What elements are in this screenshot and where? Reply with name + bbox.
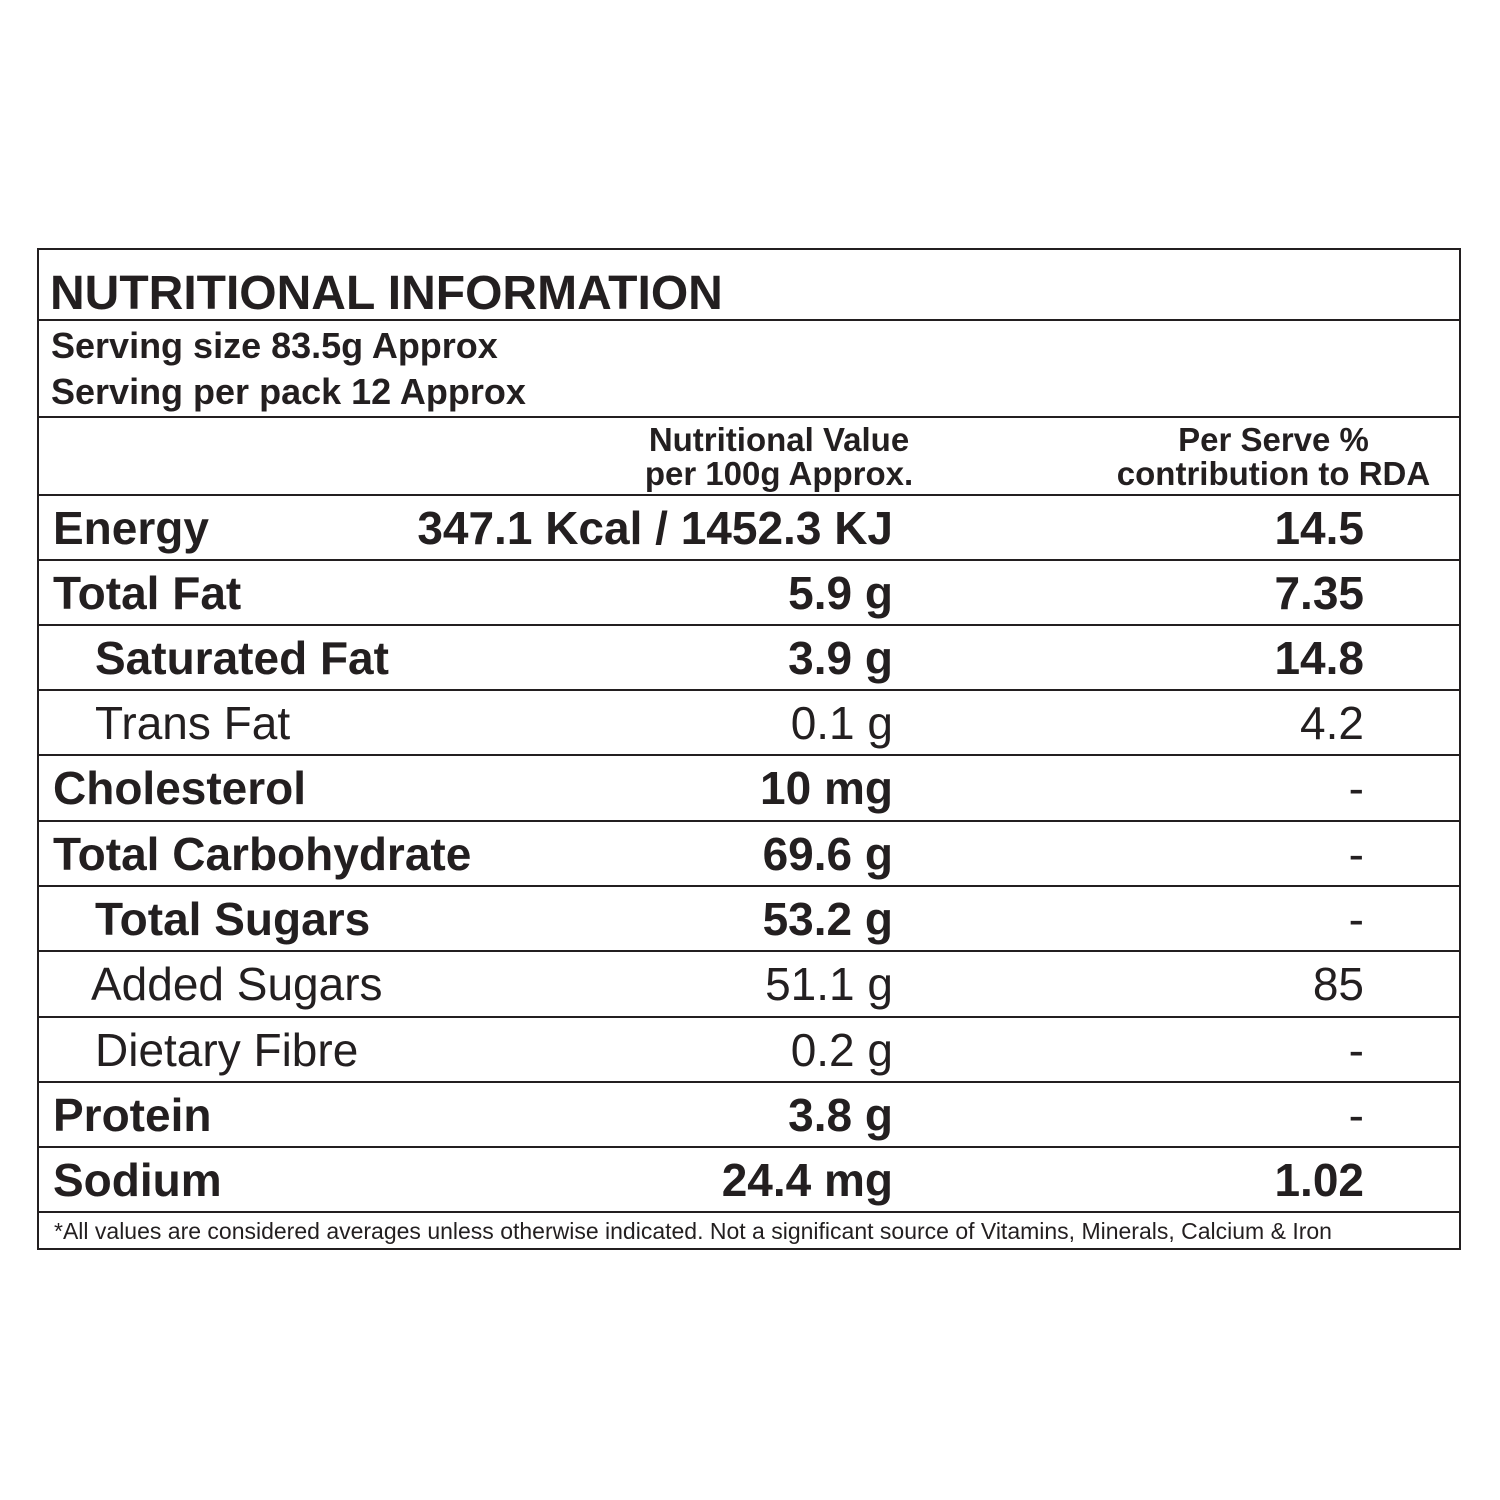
row-label: Protein <box>53 1089 212 1141</box>
divider <box>39 494 1459 496</box>
row-rda: 4.2 <box>1300 697 1364 749</box>
table-row: Total Sugars 53.2 g - <box>39 886 1459 951</box>
divider <box>39 1211 1459 1213</box>
divider <box>39 319 1459 321</box>
row-rda: - <box>1348 828 1364 880</box>
row-label: Total Fat <box>53 567 242 619</box>
serving-size: Serving size 83.5g Approx <box>51 325 498 366</box>
divider <box>39 950 1459 952</box>
value-column-header-line2: per 100g Approx. <box>644 455 914 492</box>
table-row: Total Carbohydrate 69.6 g - <box>39 821 1459 886</box>
value-column-header: Nutritional Value per 100g Approx. <box>619 423 939 491</box>
row-value: 347.1 Kcal / 1452.3 KJ <box>417 502 893 554</box>
row-value: 24.4 mg <box>721 1154 893 1206</box>
table-row: Total Fat 5.9 g 7.35 <box>39 560 1459 625</box>
divider <box>39 754 1459 756</box>
row-rda: - <box>1348 893 1364 945</box>
nutrition-table: NUTRITIONAL INFORMATION Serving size 83.… <box>37 248 1461 1250</box>
row-rda: 85 <box>1312 958 1364 1010</box>
row-label: Saturated Fat <box>95 632 389 684</box>
row-rda: - <box>1348 1089 1364 1141</box>
value-column-header-line1: Nutritional Value <box>648 421 910 458</box>
row-label: Sodium <box>53 1154 222 1206</box>
table-row: Cholesterol 10 mg - <box>39 755 1459 820</box>
row-value: 51.1 g <box>765 958 893 1010</box>
row-value: 3.8 g <box>788 1089 893 1141</box>
row-value: 3.9 g <box>788 632 893 684</box>
table-row: Dietary Fibre 0.2 g - <box>39 1017 1459 1082</box>
row-value: 10 mg <box>760 762 893 814</box>
row-label: Energy <box>53 502 209 554</box>
table-row: Sodium 24.4 mg 1.02 <box>39 1147 1459 1212</box>
row-value: 0.2 g <box>790 1024 893 1076</box>
table-title: NUTRITIONAL INFORMATION <box>50 267 723 320</box>
row-rda: 14.5 <box>1274 502 1364 554</box>
footnote: *All values are considered averages unle… <box>54 1218 1332 1244</box>
row-value: 53.2 g <box>762 893 893 945</box>
row-value: 0.1 g <box>790 697 893 749</box>
row-label: Dietary Fibre <box>95 1024 359 1076</box>
servings-per-pack: Serving per pack 12 Approx <box>51 371 526 412</box>
row-label: Total Sugars <box>95 893 371 945</box>
divider <box>39 1146 1459 1148</box>
row-rda: - <box>1348 762 1364 814</box>
row-rda: 14.8 <box>1274 632 1364 684</box>
row-rda: - <box>1348 1024 1364 1076</box>
divider <box>39 885 1459 887</box>
table-row: Added Sugars 51.1 g 85 <box>39 951 1459 1016</box>
divider <box>39 820 1459 822</box>
table-row: Trans Fat 0.1 g 4.2 <box>39 690 1459 755</box>
divider <box>39 689 1459 691</box>
rda-column-header: Per Serve % contribution to RDA <box>1101 423 1446 491</box>
row-value: 69.6 g <box>762 828 893 880</box>
row-rda: 7.35 <box>1274 567 1364 619</box>
row-label: Total Carbohydrate <box>53 828 472 880</box>
row-rda: 1.02 <box>1274 1154 1364 1206</box>
table-row: Protein 3.8 g - <box>39 1082 1459 1147</box>
rda-column-header-line1: Per Serve % <box>1178 421 1369 458</box>
divider <box>39 624 1459 626</box>
table-row: Saturated Fat 3.9 g 14.8 <box>39 625 1459 690</box>
row-label: Trans Fat <box>95 697 291 749</box>
rda-column-header-line2: contribution to RDA <box>1116 455 1431 492</box>
divider <box>39 416 1459 418</box>
row-label: Added Sugars <box>91 958 383 1010</box>
table-row: Energy 347.1 Kcal / 1452.3 KJ 14.5 <box>39 495 1459 560</box>
row-value: 5.9 g <box>788 567 893 619</box>
divider <box>39 559 1459 561</box>
divider <box>39 1081 1459 1083</box>
row-label: Cholesterol <box>53 762 307 814</box>
divider <box>39 1016 1459 1018</box>
